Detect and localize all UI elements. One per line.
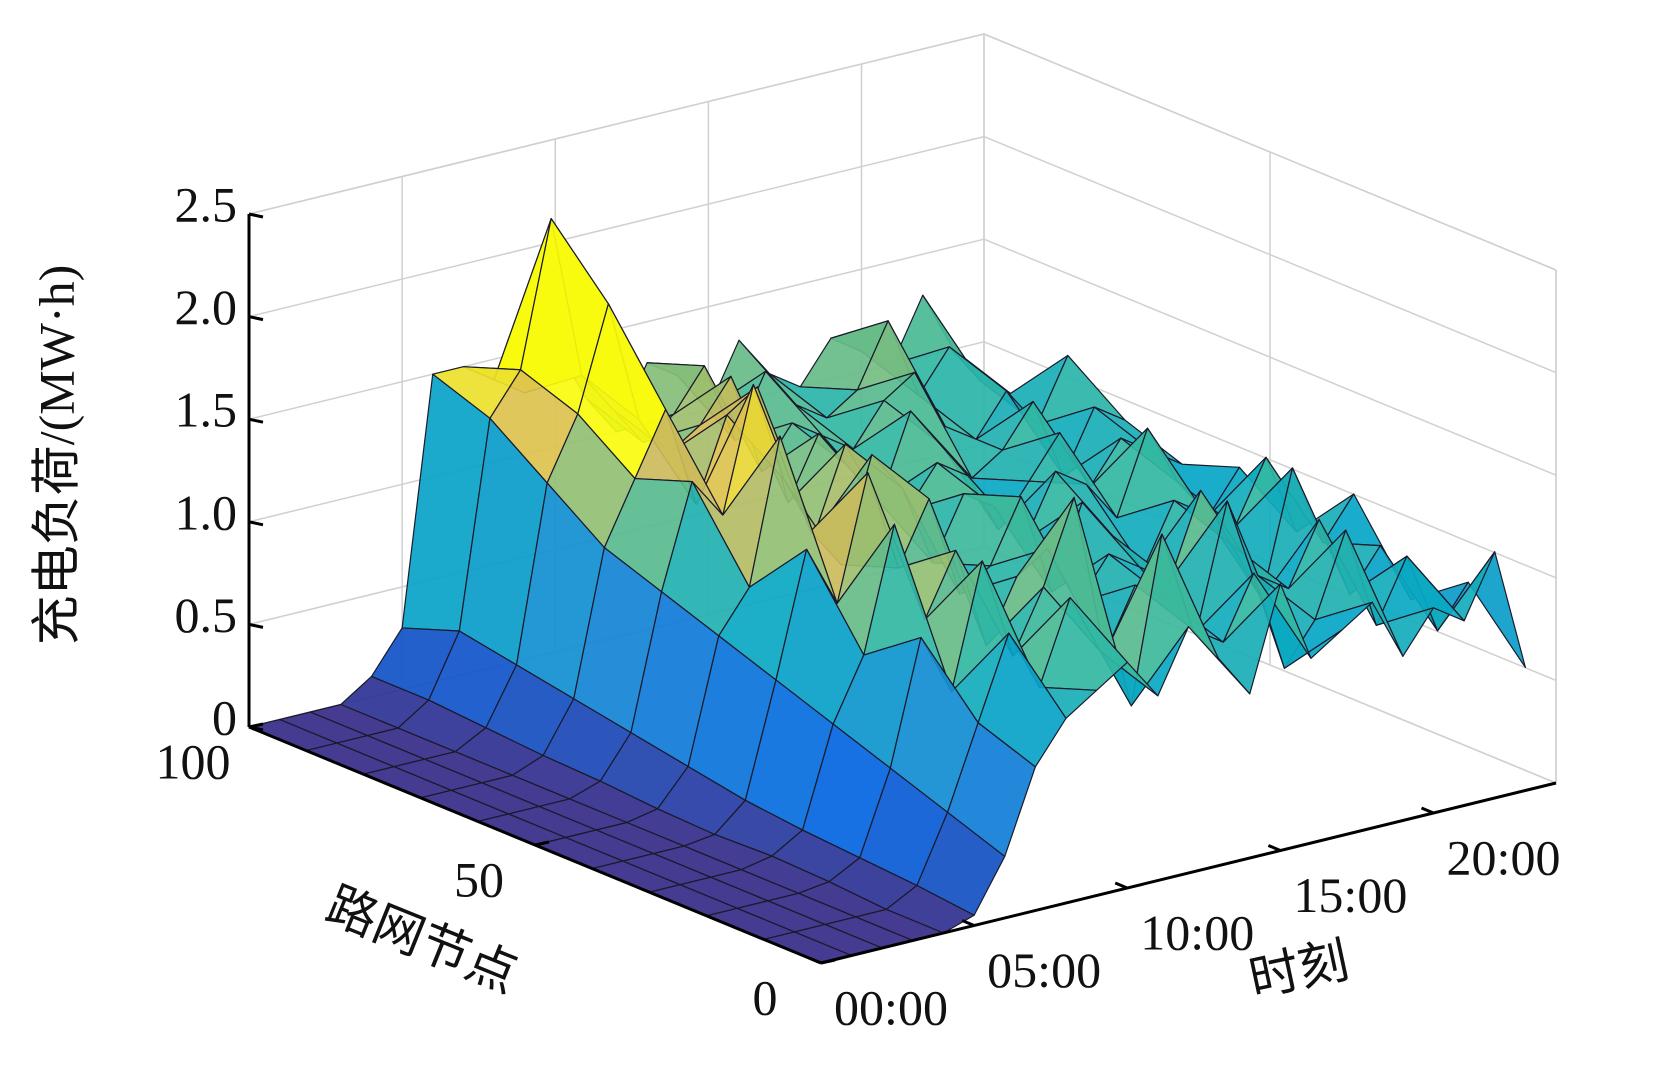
x-tick-label: 10:00	[1140, 904, 1254, 960]
z-tick	[248, 212, 264, 219]
y-tick-label: 50	[454, 851, 504, 907]
grid-line	[248, 135, 985, 318]
y-tick	[820, 958, 836, 965]
z-axis-label: 充电负荷/(MW·h)	[28, 265, 84, 646]
z-tick	[248, 417, 264, 424]
z-tick-label: 0.5	[175, 587, 238, 643]
z-tick-label: 2.0	[175, 279, 238, 335]
z-tick	[248, 520, 264, 527]
z-tick	[248, 622, 264, 629]
x-tick-label: 15:00	[1293, 867, 1407, 923]
y-tick	[534, 840, 550, 847]
x-tick	[1114, 881, 1128, 890]
x-tick-label: 00:00	[834, 979, 948, 1035]
x-axis-label: 时刻	[1244, 932, 1353, 1008]
x-tick	[1420, 806, 1435, 815]
y-tick	[248, 722, 264, 729]
grid-line	[248, 33, 985, 215]
z-tick	[248, 315, 264, 322]
z-tick-label: 1.5	[175, 382, 238, 438]
x-tick-label: 05:00	[987, 942, 1101, 998]
x-tick	[1267, 844, 1281, 852]
x-tick	[808, 956, 822, 965]
z-tick-label: 0	[212, 689, 237, 745]
x-tick	[961, 919, 975, 927]
y-tick-label: 0	[753, 969, 778, 1025]
z-tick-label: 2.5	[175, 176, 238, 232]
y-tick-label: 100	[156, 733, 231, 789]
x-tick-label: 20:00	[1447, 829, 1561, 885]
z-tick-label: 1.0	[175, 484, 238, 540]
